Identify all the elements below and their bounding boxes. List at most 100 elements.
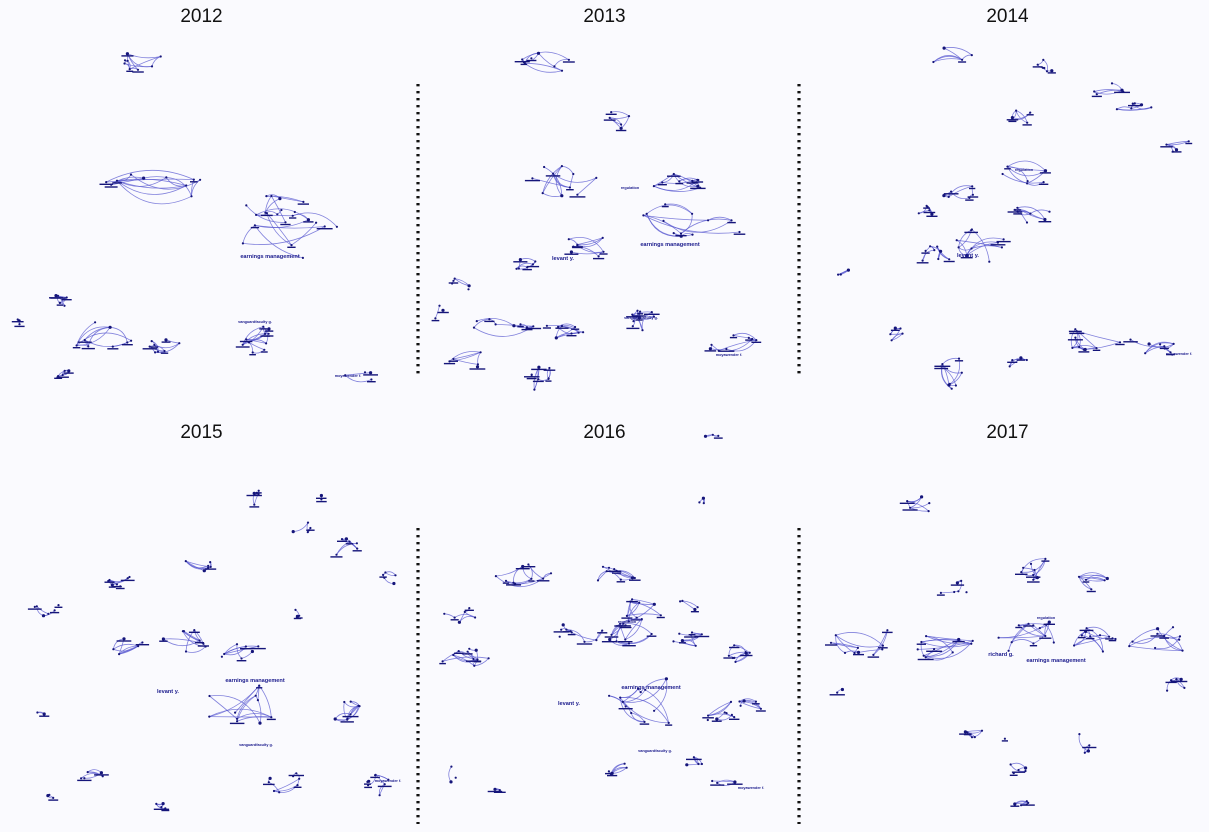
node-label: regulation [618, 620, 637, 624]
network-node [1017, 768, 1020, 772]
network-node [245, 338, 248, 341]
node-tiny-label [711, 720, 722, 722]
node-tiny-label [112, 182, 122, 184]
network-node [853, 651, 856, 655]
network-node [1029, 111, 1032, 114]
network-node [622, 622, 625, 625]
network-node [105, 181, 108, 184]
node-tiny-label [330, 556, 343, 558]
network-node [691, 212, 694, 215]
node-tiny-label [121, 55, 134, 57]
network-edge [224, 646, 259, 655]
network-node [270, 716, 273, 719]
network-node [889, 333, 892, 336]
network-node [933, 648, 936, 651]
node-tiny-label [263, 783, 275, 786]
network-node [1029, 212, 1032, 215]
network-node [693, 607, 697, 612]
network-edge [566, 629, 585, 642]
network-edge [513, 325, 534, 329]
node-tiny-label [661, 205, 669, 208]
node-tiny-label [14, 325, 25, 328]
network-edge [151, 56, 161, 67]
network-node [155, 802, 158, 805]
node-cluster [159, 629, 209, 653]
network-edge [646, 204, 693, 215]
node-cluster [291, 521, 315, 534]
network-node [479, 351, 482, 354]
network-edge [1096, 89, 1123, 95]
network-edge [966, 242, 998, 256]
network-node [1082, 348, 1085, 351]
network-edge [1129, 645, 1183, 651]
node-tiny-label [1038, 221, 1052, 223]
node-tiny-label [1166, 353, 1175, 356]
network-node [607, 770, 610, 773]
node-tiny-label [727, 221, 736, 224]
network-node [681, 599, 684, 602]
network-node [707, 714, 710, 717]
node-tiny-label [249, 354, 256, 356]
node-tiny-label [691, 181, 704, 183]
network-node [86, 771, 89, 774]
network-node [941, 363, 944, 366]
network-node [119, 585, 122, 588]
network-edge [254, 225, 325, 229]
node-cluster [601, 618, 657, 647]
node-tiny-label [626, 600, 638, 603]
network-node [557, 325, 560, 328]
node-tiny-label [1160, 146, 1173, 148]
node-tiny-label [618, 708, 633, 710]
network-node [1025, 803, 1028, 806]
node-cluster [235, 325, 274, 356]
network-node [742, 699, 746, 703]
network-edge [923, 640, 974, 659]
node-label: earnings management [1026, 658, 1086, 664]
network-node [94, 321, 97, 324]
network-node [199, 178, 202, 181]
network-node [701, 496, 705, 500]
network-node [950, 387, 953, 390]
node-cluster [72, 321, 133, 350]
network-edge [609, 695, 627, 707]
network-node [208, 715, 211, 718]
network-node [547, 377, 550, 380]
node-tiny-label [437, 311, 449, 314]
node-cluster [245, 194, 309, 226]
network-node [927, 510, 930, 513]
network-node [698, 501, 701, 504]
node-cluster [1128, 626, 1184, 652]
network-node [515, 267, 518, 270]
network-node [543, 165, 546, 169]
node-tiny-label [562, 61, 575, 63]
node-tiny-label [235, 346, 250, 348]
node-tiny-label [303, 221, 314, 223]
node-tiny-label [443, 362, 456, 365]
network-node [235, 643, 239, 646]
node-tiny-label [934, 365, 951, 367]
node-tiny-label [439, 662, 446, 665]
node-tiny-label [867, 656, 880, 658]
network-edge [375, 774, 389, 781]
node-tiny-label [1069, 332, 1085, 335]
node-tiny-label [506, 584, 521, 586]
network-edge [1070, 328, 1076, 349]
node-tiny-label [342, 715, 359, 718]
network-node [960, 579, 963, 582]
network-edge [521, 51, 570, 61]
network-edge [597, 570, 607, 581]
network-node [921, 259, 924, 262]
network-edge [124, 63, 131, 70]
network-node [672, 640, 675, 643]
node-cluster [1077, 572, 1109, 593]
network-edge [449, 351, 481, 362]
network-node [966, 731, 969, 734]
node-cluster [679, 599, 699, 613]
node-tiny-label [367, 381, 376, 383]
network-node [348, 540, 351, 543]
network-edge [36, 606, 49, 615]
node-tiny-label [675, 235, 687, 237]
node-tiny-label [239, 340, 253, 343]
network-node [1108, 635, 1111, 638]
network-edge [255, 695, 262, 724]
